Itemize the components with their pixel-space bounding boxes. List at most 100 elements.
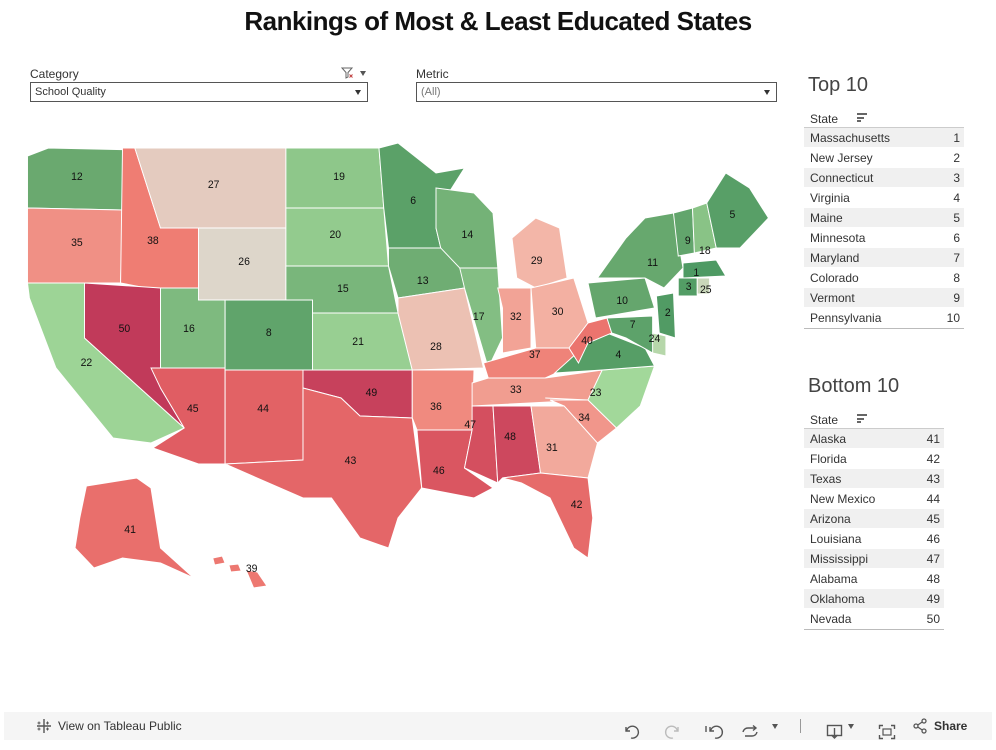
state-in[interactable] [497, 287, 532, 354]
state-ak[interactable] [74, 477, 195, 579]
view-on-tableau-public-link[interactable]: View on Tableau Public [36, 712, 182, 740]
state-rank: 50 [926, 612, 940, 626]
state-nj[interactable] [655, 292, 676, 339]
rank-label-ak: 41 [124, 524, 136, 536]
filter-menu-icon[interactable] [360, 70, 366, 76]
top10-row[interactable]: Maine 5 [804, 208, 964, 228]
rank-label-nj: 2 [665, 307, 671, 319]
top10-table: State Massachusetts 1 New Jersey 2 Connectic… [804, 110, 964, 329]
state-hi[interactable] [212, 555, 268, 589]
category-dropdown[interactable]: School Quality [30, 82, 368, 102]
bottom10-row[interactable]: Alaska 41 [804, 429, 944, 449]
state-fl[interactable] [502, 472, 594, 559]
refresh-menu-icon[interactable] [772, 712, 778, 740]
category-filter: Category School Quality [30, 66, 368, 102]
state-ga[interactable] [530, 405, 599, 479]
state-rank: 45 [926, 512, 940, 526]
share-label: Share [934, 719, 968, 733]
state-me[interactable] [706, 172, 770, 249]
state-ny[interactable] [596, 212, 684, 289]
revert-icon[interactable] [704, 718, 724, 746]
rank-label-ok: 49 [366, 387, 378, 399]
top10-row[interactable]: Pennsylvania 10 [804, 308, 964, 328]
bottom10-row[interactable]: Texas 43 [804, 469, 944, 489]
state-md[interactable] [606, 315, 654, 354]
top10-row[interactable]: Virginia 4 [804, 188, 964, 208]
bottom10-row[interactable]: Alabama 48 [804, 569, 944, 589]
rank-label-pa: 10 [616, 295, 628, 307]
bottom10-row[interactable]: Arizona 45 [804, 509, 944, 529]
chevron-down-icon[interactable] [764, 90, 770, 95]
state-name: Pennsylvania [810, 311, 882, 325]
download-icon[interactable] [826, 718, 846, 746]
rank-label-la: 46 [433, 465, 445, 477]
state-rank: 4 [953, 191, 960, 205]
top10-row[interactable]: Maryland 7 [804, 248, 964, 268]
state-name: New Jersey [810, 151, 873, 165]
state-name: Mississippi [810, 552, 869, 566]
rank-label-tn: 33 [510, 384, 522, 396]
top10-header[interactable]: State [804, 110, 964, 128]
rank-label-ca: 22 [81, 357, 93, 369]
rank-label-in: 32 [510, 311, 522, 323]
top10-row[interactable]: Minnesota 6 [804, 228, 964, 248]
state-rank: 1 [953, 131, 960, 145]
metric-filter-label: Metric [416, 67, 449, 81]
rank-label-vt: 9 [685, 235, 691, 247]
state-pa[interactable] [587, 277, 656, 319]
state-ms[interactable] [463, 405, 499, 484]
state-ct[interactable] [677, 277, 698, 297]
sort-icon[interactable] [857, 113, 868, 122]
bottom10-row[interactable]: Mississippi 47 [804, 549, 944, 569]
page-title: Rankings of Most & Least Educated States [244, 6, 752, 36]
state-il[interactable] [459, 267, 503, 370]
state-name: Florida [810, 452, 847, 466]
bottom10-row[interactable]: Nevada 50 [804, 609, 944, 629]
bottom10-row[interactable]: Florida 42 [804, 449, 944, 469]
rank-label-hi: 39 [246, 563, 258, 575]
metric-dropdown[interactable]: (All) [416, 82, 777, 102]
state-mo[interactable] [397, 287, 485, 371]
top10-row[interactable]: Vermont 9 [804, 288, 964, 308]
bottom10-row[interactable]: Oklahoma 49 [804, 589, 944, 609]
rank-label-oh: 30 [552, 306, 564, 318]
state-rank: 9 [953, 291, 960, 305]
bottom10-header[interactable]: State [804, 411, 944, 429]
sort-icon[interactable] [857, 414, 868, 423]
state-ma[interactable] [682, 259, 727, 279]
state-mi[interactable] [511, 217, 568, 289]
filter-controls[interactable] [341, 66, 366, 80]
state-name: Nevada [810, 612, 852, 626]
refresh-icon[interactable] [740, 718, 762, 746]
fullscreen-icon[interactable] [878, 718, 896, 746]
bottom10-column-label: State [810, 413, 839, 427]
bottom10-table: State Alaska 41 Florida 42 Texas 43 New Mexico… [804, 411, 944, 630]
download-menu-icon[interactable] [848, 712, 854, 740]
bottom10-row[interactable]: New Mexico 44 [804, 489, 944, 509]
rank-label-ri: 25 [700, 284, 712, 296]
us-state-map[interactable]: 1235223850272616458441920152149436132836… [18, 138, 778, 608]
top10-row[interactable]: Massachusetts 1 [804, 128, 964, 148]
chevron-down-icon[interactable] [355, 90, 361, 95]
top10-row[interactable]: Connecticut 3 [804, 168, 964, 188]
state-nc[interactable] [545, 365, 656, 429]
clear-filter-icon[interactable] [341, 67, 354, 79]
bottom10-rows: Alaska 41 Florida 42 Texas 43 New Mexico 44 Ariz… [804, 429, 944, 629]
top10-row[interactable]: Colorado 8 [804, 268, 964, 288]
rank-label-me: 5 [729, 209, 735, 221]
state-ri[interactable] [696, 277, 711, 295]
redo-icon[interactable] [664, 718, 682, 746]
state-name: Massachusetts [810, 131, 891, 145]
state-name: Arizona [810, 512, 851, 526]
state-nm[interactable] [224, 369, 304, 465]
undo-icon[interactable] [622, 718, 640, 746]
top10-row[interactable]: New Jersey 2 [804, 148, 964, 168]
bottom10-row[interactable]: Louisiana 46 [804, 529, 944, 549]
state-rank: 6 [953, 231, 960, 245]
tableau-logo-icon [37, 719, 51, 733]
state-name: Louisiana [810, 532, 862, 546]
share-button[interactable]: Share [912, 712, 967, 740]
rank-label-ma: 1 [693, 267, 699, 279]
rank-label-nc: 23 [590, 387, 602, 399]
rank-label-ne: 15 [337, 283, 349, 295]
